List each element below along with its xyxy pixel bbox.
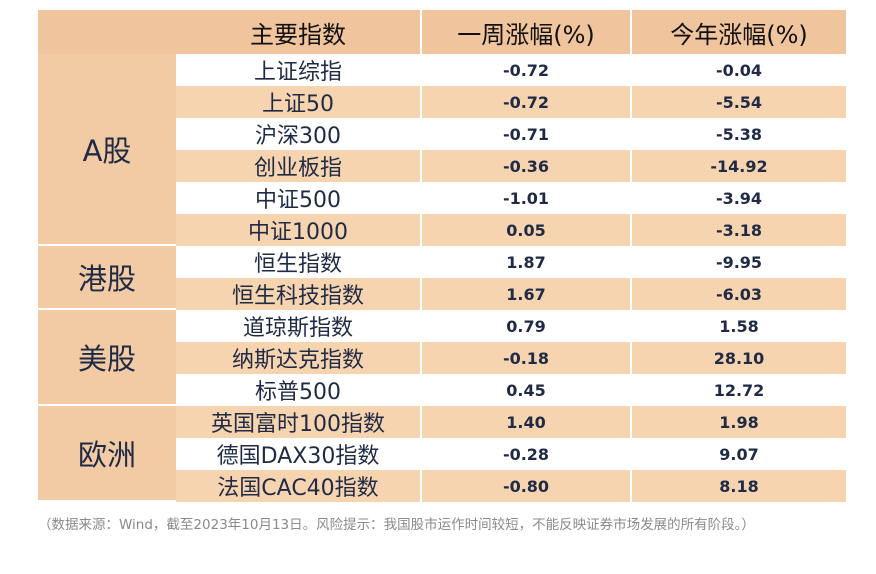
index-name: 道琼斯指数: [176, 310, 420, 342]
week-change-value: 0.45: [420, 374, 630, 406]
ytd-change-value: 9.07: [630, 438, 846, 470]
ytd-change-value: -6.03: [630, 278, 846, 310]
week-change-value: 0.79: [420, 310, 630, 342]
market-group-label: 欧洲: [38, 406, 176, 502]
ytd-change-value: -3.94: [630, 182, 846, 214]
ytd-change-value: -14.92: [630, 150, 846, 182]
week-change-value: -0.71: [420, 118, 630, 150]
header-week-change: 一周涨幅(%): [420, 10, 630, 54]
index-name: 创业板指: [176, 150, 420, 182]
index-name: 德国DAX30指数: [176, 438, 420, 470]
week-change-value: -0.18: [420, 342, 630, 374]
week-change-value: 0.05: [420, 214, 630, 246]
week-change-value: 1.67: [420, 278, 630, 310]
week-change-value: 1.40: [420, 406, 630, 438]
market-group-label: 港股: [38, 246, 176, 310]
market-group-label: A股: [38, 54, 176, 246]
header-index: 主要指数: [176, 10, 420, 54]
header-corner: [38, 10, 176, 54]
ytd-change-value: 1.98: [630, 406, 846, 438]
footnote: （数据来源：Wind，截至2023年10月13日。风险提示：我国股市运作时间较短…: [38, 517, 755, 533]
week-change-value: -0.72: [420, 86, 630, 118]
market-group-label: 美股: [38, 310, 176, 406]
index-performance-table: 主要指数 一周涨幅(%) 今年涨幅(%) A股 上证综指 -0.72 -0.04 上证5…: [38, 10, 846, 502]
index-name: 中证1000: [176, 214, 420, 246]
ytd-change-value: 12.72: [630, 374, 846, 406]
index-name: 上证50: [176, 86, 420, 118]
ytd-change-value: 8.18: [630, 470, 846, 502]
ytd-change-value: 28.10: [630, 342, 846, 374]
index-name: 中证500: [176, 182, 420, 214]
header-ytd-change: 今年涨幅(%): [630, 10, 846, 54]
ytd-change-value: -9.95: [630, 246, 846, 278]
index-name: 英国富时100指数: [176, 406, 420, 438]
ytd-change-value: -0.04: [630, 54, 846, 86]
week-change-value: -0.72: [420, 54, 630, 86]
index-name: 法国CAC40指数: [176, 470, 420, 502]
week-change-value: -0.28: [420, 438, 630, 470]
index-name: 上证综指: [176, 54, 420, 86]
ytd-change-value: -5.38: [630, 118, 846, 150]
week-change-value: -0.36: [420, 150, 630, 182]
index-name: 沪深300: [176, 118, 420, 150]
index-name: 纳斯达克指数: [176, 342, 420, 374]
index-name: 标普500: [176, 374, 420, 406]
ytd-change-value: 1.58: [630, 310, 846, 342]
ytd-change-value: -5.54: [630, 86, 846, 118]
week-change-value: 1.87: [420, 246, 630, 278]
week-change-value: -1.01: [420, 182, 630, 214]
week-change-value: -0.80: [420, 470, 630, 502]
index-name: 恒生指数: [176, 246, 420, 278]
index-name: 恒生科技指数: [176, 278, 420, 310]
ytd-change-value: -3.18: [630, 214, 846, 246]
